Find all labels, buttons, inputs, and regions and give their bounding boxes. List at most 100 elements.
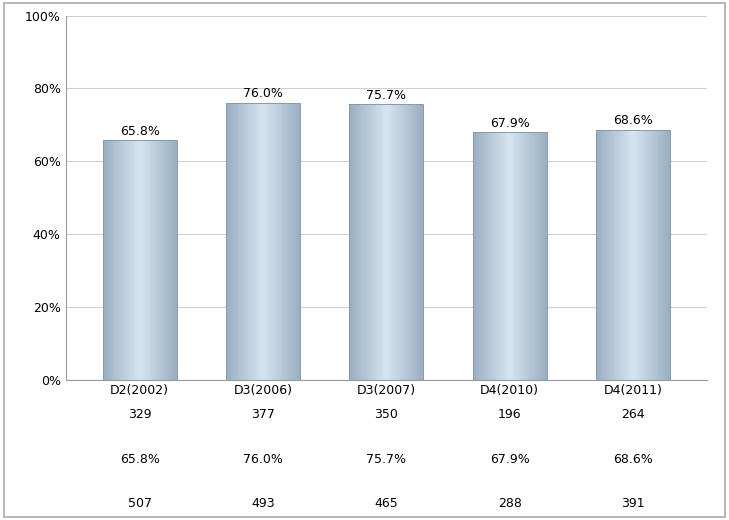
Bar	[668, 130, 670, 380]
Bar	[391, 104, 392, 380]
Bar	[372, 104, 373, 380]
Bar	[147, 140, 149, 380]
Bar	[157, 140, 159, 380]
Text: 391: 391	[621, 497, 645, 510]
Bar	[295, 103, 297, 380]
Bar	[657, 130, 658, 380]
Bar	[631, 130, 633, 380]
Bar	[166, 140, 168, 380]
Bar	[494, 133, 495, 380]
Bar	[116, 140, 117, 380]
Bar	[521, 133, 523, 380]
Bar	[645, 130, 647, 380]
Bar	[153, 140, 155, 380]
Bar	[278, 103, 279, 380]
Bar	[375, 104, 376, 380]
Bar	[232, 103, 233, 380]
Bar	[499, 133, 501, 380]
Bar	[254, 103, 256, 380]
Bar	[245, 103, 246, 380]
Bar	[655, 130, 657, 380]
Bar	[282, 103, 284, 380]
Bar	[413, 104, 415, 380]
Bar	[648, 130, 650, 380]
Bar	[106, 140, 107, 380]
Bar	[601, 130, 602, 380]
Bar	[361, 104, 363, 380]
Bar	[163, 140, 165, 380]
Bar	[623, 130, 624, 380]
Bar	[171, 140, 172, 380]
Bar	[401, 104, 402, 380]
Bar	[525, 133, 526, 380]
Text: 68.6%: 68.6%	[613, 452, 653, 466]
Bar	[615, 130, 617, 380]
Bar	[262, 103, 263, 380]
Text: 65.8%: 65.8%	[120, 452, 160, 466]
Bar	[260, 103, 262, 380]
Bar	[392, 104, 394, 380]
Bar	[122, 140, 123, 380]
Bar	[511, 133, 512, 380]
Bar	[246, 103, 248, 380]
Bar	[422, 104, 424, 380]
Bar	[363, 104, 364, 380]
Bar	[630, 130, 631, 380]
Bar	[119, 140, 120, 380]
Bar	[169, 140, 171, 380]
Bar	[617, 130, 618, 380]
Bar	[602, 130, 604, 380]
Bar	[241, 103, 242, 380]
Bar	[388, 104, 389, 380]
Bar	[226, 103, 300, 380]
Bar	[270, 103, 272, 380]
Bar	[638, 130, 639, 380]
Bar	[381, 104, 382, 380]
Bar	[281, 103, 282, 380]
Bar	[123, 140, 125, 380]
Bar	[265, 103, 266, 380]
Bar	[252, 103, 253, 380]
Bar	[230, 103, 232, 380]
Bar	[383, 104, 385, 380]
Bar	[242, 103, 243, 380]
Bar	[349, 104, 424, 380]
Bar	[266, 103, 268, 380]
Bar	[110, 140, 112, 380]
Bar	[257, 103, 259, 380]
Bar	[418, 104, 419, 380]
Bar	[379, 104, 381, 380]
Text: 196: 196	[498, 408, 521, 421]
Bar	[614, 130, 615, 380]
Bar	[229, 103, 230, 380]
Bar	[472, 133, 474, 380]
Bar	[421, 104, 422, 380]
Bar	[398, 104, 399, 380]
Bar	[139, 140, 140, 380]
Bar	[498, 133, 499, 380]
Bar	[140, 140, 141, 380]
Bar	[132, 140, 133, 380]
Bar	[651, 130, 652, 380]
Bar	[253, 103, 254, 380]
Text: 264: 264	[621, 408, 645, 421]
Bar	[482, 133, 483, 380]
Bar	[501, 133, 502, 380]
Bar	[596, 130, 670, 380]
Bar	[152, 140, 153, 380]
Bar	[117, 140, 119, 380]
Bar	[285, 103, 286, 380]
Bar	[599, 130, 601, 380]
Bar	[535, 133, 537, 380]
Bar	[485, 133, 486, 380]
Bar	[483, 133, 485, 380]
Bar	[269, 103, 270, 380]
Bar	[664, 130, 666, 380]
Bar	[488, 133, 489, 380]
Bar	[133, 140, 135, 380]
Bar	[227, 103, 229, 380]
Bar	[288, 103, 289, 380]
Bar	[112, 140, 113, 380]
Bar	[404, 104, 405, 380]
Bar	[641, 130, 642, 380]
